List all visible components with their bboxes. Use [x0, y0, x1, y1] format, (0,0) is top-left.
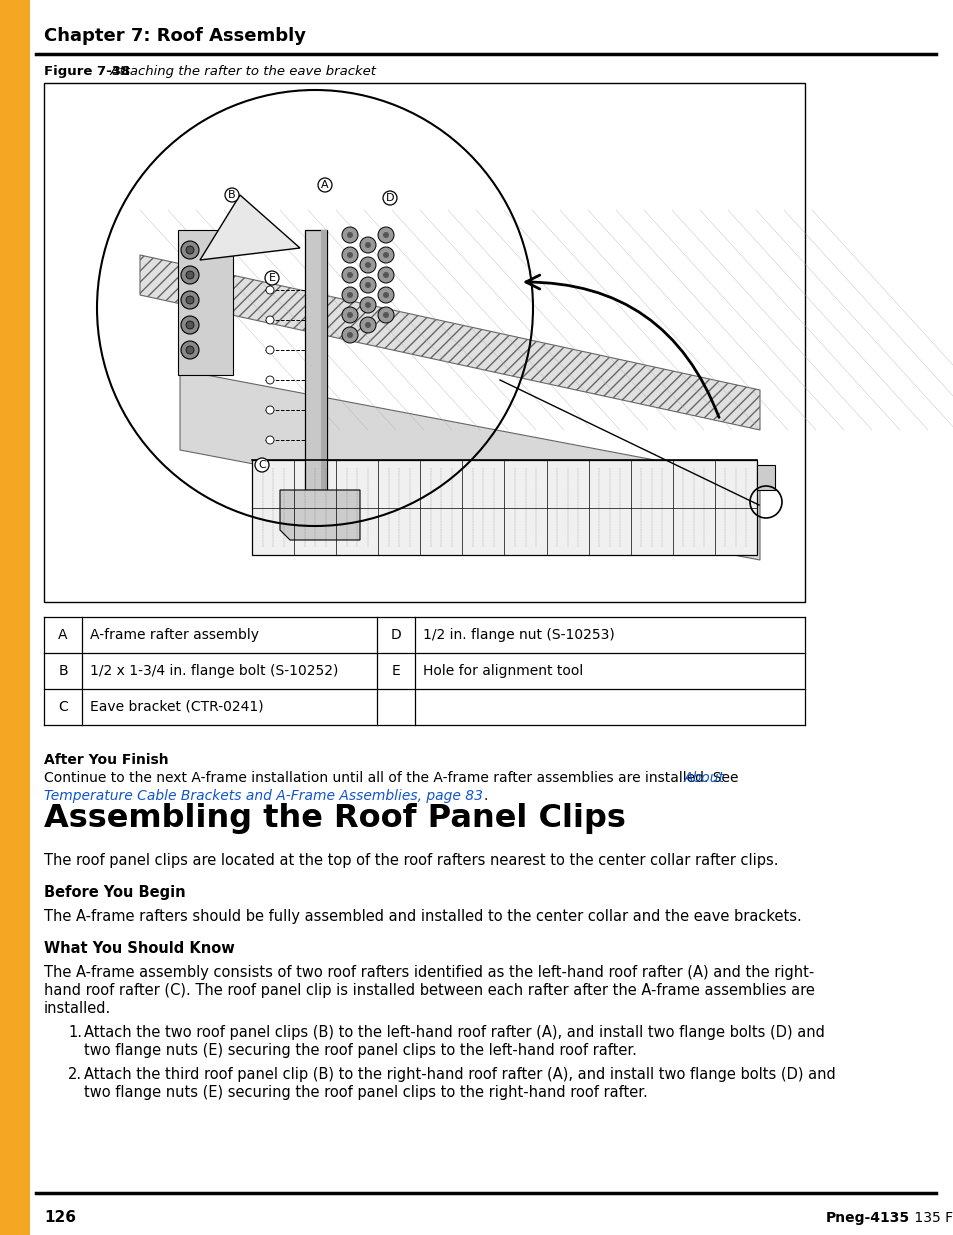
Circle shape [186, 270, 193, 279]
Polygon shape [200, 195, 299, 261]
Circle shape [382, 291, 389, 298]
Circle shape [266, 436, 274, 445]
Circle shape [341, 227, 357, 243]
Text: D: D [390, 629, 401, 642]
Circle shape [186, 321, 193, 329]
Text: A-frame rafter assembly: A-frame rafter assembly [90, 629, 258, 642]
Circle shape [382, 312, 389, 317]
Text: C: C [58, 700, 68, 714]
Circle shape [341, 247, 357, 263]
Text: E: E [392, 664, 400, 678]
Text: B: B [58, 664, 68, 678]
Circle shape [359, 257, 375, 273]
Text: Attach the third roof panel clip (B) to the right-hand roof rafter (A), and inst: Attach the third roof panel clip (B) to … [84, 1067, 835, 1082]
Bar [757, 466, 774, 490]
Bar [320, 230, 327, 490]
Circle shape [377, 267, 394, 283]
Text: Eave bracket (CTR-0241): Eave bracket (CTR-0241) [90, 700, 263, 714]
Circle shape [266, 375, 274, 384]
Circle shape [347, 332, 353, 338]
Circle shape [347, 291, 353, 298]
Circle shape [186, 346, 193, 354]
Circle shape [266, 346, 274, 354]
Circle shape [382, 232, 389, 238]
Text: Pneg-4135: Pneg-4135 [825, 1212, 909, 1225]
Text: The A-frame rafters should be fully assembled and installed to the center collar: The A-frame rafters should be fully asse… [44, 909, 801, 924]
Circle shape [181, 341, 199, 359]
Circle shape [347, 232, 353, 238]
Text: 1/2 x 1-3/4 in. flange bolt (S-10252): 1/2 x 1-3/4 in. flange bolt (S-10252) [90, 664, 338, 678]
Circle shape [181, 316, 199, 333]
Circle shape [266, 287, 274, 294]
Circle shape [341, 267, 357, 283]
Text: Assembling the Roof Panel Clips: Assembling the Roof Panel Clips [44, 803, 625, 834]
Text: C: C [258, 459, 266, 471]
Circle shape [181, 241, 199, 259]
Text: Chapter 7: Roof Assembly: Chapter 7: Roof Assembly [44, 27, 306, 44]
Text: E: E [268, 273, 275, 283]
Circle shape [347, 312, 353, 317]
Circle shape [365, 262, 371, 268]
Circle shape [186, 296, 193, 304]
Text: A: A [58, 629, 68, 642]
Text: installed.: installed. [44, 1002, 112, 1016]
Circle shape [359, 237, 375, 253]
Circle shape [359, 296, 375, 312]
Circle shape [382, 252, 389, 258]
Circle shape [181, 291, 199, 309]
Text: Hole for alignment tool: Hole for alignment tool [422, 664, 582, 678]
Circle shape [359, 317, 375, 333]
Text: B: B [228, 190, 235, 200]
Circle shape [347, 252, 353, 258]
Polygon shape [140, 254, 760, 430]
Text: What You Should Know: What You Should Know [44, 941, 234, 956]
Text: Attaching the rafter to the eave bracket: Attaching the rafter to the eave bracket [106, 65, 375, 79]
Text: 126: 126 [44, 1210, 76, 1225]
Text: two flange nuts (E) securing the roof panel clips to the left-hand roof rafter.: two flange nuts (E) securing the roof pa… [84, 1044, 637, 1058]
Circle shape [377, 287, 394, 303]
Polygon shape [180, 370, 760, 559]
Circle shape [266, 316, 274, 324]
Text: A: A [321, 180, 329, 190]
Text: two flange nuts (E) securing the roof panel clips to the right-hand roof rafter.: two flange nuts (E) securing the roof pa… [84, 1086, 647, 1100]
Circle shape [377, 247, 394, 263]
Text: 135 Ft Diameter 40-Series Bin: 135 Ft Diameter 40-Series Bin [909, 1212, 953, 1225]
Text: After You Finish: After You Finish [44, 753, 169, 767]
Text: 1.: 1. [68, 1025, 82, 1040]
Bar [252, 459, 757, 555]
Text: Temperature Cable Brackets and A-Frame Assemblies, page 83: Temperature Cable Brackets and A-Frame A… [44, 789, 482, 803]
Text: 1/2 in. flange nut (S-10253): 1/2 in. flange nut (S-10253) [422, 629, 614, 642]
Text: 2.: 2. [68, 1067, 82, 1082]
Text: hand roof rafter (C). The roof panel clip is installed between each rafter after: hand roof rafter (C). The roof panel cli… [44, 983, 814, 998]
Bar [305, 230, 327, 490]
Text: .: . [483, 789, 488, 803]
Circle shape [377, 308, 394, 324]
Bar [44, 83, 804, 601]
Text: Attach the two roof panel clips (B) to the left-hand roof rafter (A), and instal: Attach the two roof panel clips (B) to t… [84, 1025, 824, 1040]
Circle shape [365, 282, 371, 288]
Circle shape [341, 287, 357, 303]
Circle shape [365, 322, 371, 329]
Circle shape [365, 242, 371, 248]
Bar [178, 230, 233, 375]
Circle shape [359, 277, 375, 293]
Polygon shape [280, 490, 359, 540]
Circle shape [365, 303, 371, 308]
Text: Before You Begin: Before You Begin [44, 885, 186, 900]
Text: Figure 7-38: Figure 7-38 [44, 65, 131, 79]
Circle shape [377, 227, 394, 243]
Circle shape [382, 272, 389, 278]
Text: The A-frame assembly consists of two roof rafters identified as the left-hand ro: The A-frame assembly consists of two roo… [44, 965, 814, 981]
Circle shape [347, 272, 353, 278]
Text: About: About [683, 771, 724, 785]
Circle shape [266, 406, 274, 414]
Circle shape [186, 246, 193, 254]
Circle shape [181, 266, 199, 284]
Text: D: D [385, 193, 394, 203]
Text: The roof panel clips are located at the top of the roof rafters nearest to the c: The roof panel clips are located at the … [44, 853, 778, 868]
Circle shape [341, 308, 357, 324]
Bar [0, 0, 30, 1235]
Text: Continue to the next A-frame installation until all of the A-frame rafter assemb: Continue to the next A-frame installatio… [44, 771, 742, 785]
Circle shape [341, 327, 357, 343]
